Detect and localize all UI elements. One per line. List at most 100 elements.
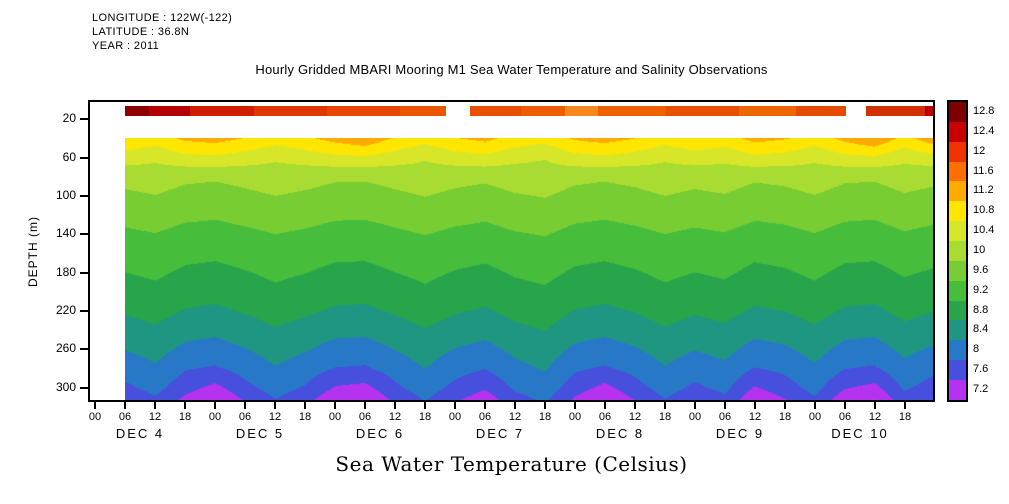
x-axis-tick-label: 06	[598, 411, 612, 423]
y-axis-tick-label: 20	[62, 111, 76, 126]
x-axis-tick	[454, 402, 456, 409]
x-axis-tick-label: 00	[808, 411, 822, 423]
surface-temperature-strip	[125, 106, 933, 116]
x-axis-day-label: DEC 4	[115, 426, 165, 441]
x-axis-day-label: DEC 8	[595, 426, 645, 441]
surface-strip-segment	[469, 106, 521, 116]
x-axis-tick	[664, 402, 666, 409]
x-axis-tick	[244, 402, 246, 409]
x-axis-tick	[364, 402, 366, 409]
colorbar-segment	[949, 300, 966, 321]
x-axis-tick-label: 00	[208, 411, 222, 423]
colorbar-tick-label: 10.8	[973, 204, 995, 217]
y-axis-tick	[80, 348, 88, 351]
surface-strip-segment	[565, 106, 598, 116]
longitude-label: LONGITUDE : 122W(-122)	[92, 12, 233, 24]
colorbar-segment	[949, 121, 966, 142]
surface-strip-segment	[445, 106, 470, 116]
y-axis-tick	[80, 309, 88, 312]
x-axis-tick-label: 00	[448, 411, 462, 423]
colorbar-segment	[949, 320, 966, 341]
y-axis-tick	[80, 233, 88, 236]
colorbar-segment	[949, 181, 966, 202]
x-axis-tick	[394, 402, 396, 409]
colorbar-segment	[949, 380, 966, 400]
x-axis-tick-label: 18	[178, 411, 192, 423]
x-axis-tick	[574, 402, 576, 409]
colorbar-tick-label: 12.4	[973, 124, 995, 137]
colorbar-segment	[949, 141, 966, 162]
x-axis-tick	[904, 402, 906, 409]
y-axis-title-text: DEPTH (m)	[26, 215, 40, 287]
colorbar-segment	[949, 201, 966, 222]
y-axis-tick-label: 300	[55, 379, 76, 394]
surface-strip-segment	[845, 106, 866, 116]
surface-strip-segment	[597, 106, 667, 116]
y-axis-tick-label: 140	[55, 226, 76, 241]
x-axis-tick-label: 12	[748, 411, 762, 423]
colorbar-tick-label: 9.2	[973, 283, 989, 296]
x-axis-tick	[484, 402, 486, 409]
surface-strip-segment	[125, 106, 150, 116]
colorbar-tick-label: 11.6	[973, 164, 994, 177]
x-axis-tick-label: 18	[658, 411, 672, 423]
x-axis-tick	[274, 402, 276, 409]
colorbar-segment	[949, 260, 966, 281]
x-axis-tick	[814, 402, 816, 409]
colorbar-segment	[949, 340, 966, 361]
surface-strip-segment	[520, 106, 566, 116]
surface-strip-segment	[399, 106, 446, 116]
y-axis-tick-label: 100	[55, 187, 76, 202]
x-axis-tick	[184, 402, 186, 409]
colorbar-tick-label: 9.6	[973, 263, 989, 276]
x-axis-tick	[94, 402, 96, 409]
x-axis-tick	[724, 402, 726, 409]
colorbar-segment	[949, 360, 966, 381]
x-axis-tick-label: 18	[538, 411, 552, 423]
colorbar-tick-label: 7.2	[973, 383, 989, 396]
y-axis-tick-label: 60	[62, 149, 76, 164]
x-axis-tick	[844, 402, 846, 409]
x-axis-tick-label: 06	[238, 411, 252, 423]
y-axis-tick	[80, 386, 88, 389]
plot-title: Hourly Gridded MBARI Mooring M1 Sea Wate…	[255, 62, 768, 77]
y-axis-tick	[80, 194, 88, 197]
x-axis-tick	[754, 402, 756, 409]
x-axis-tick-label: 06	[118, 411, 132, 423]
colorbar-tick-label: 8.8	[973, 303, 989, 316]
x-axis-tick	[424, 402, 426, 409]
x-axis-tick	[304, 402, 306, 409]
x-axis-tick-label: 12	[268, 411, 282, 423]
x-axis-day-label: DEC 9	[715, 426, 765, 441]
colorbar-segment	[949, 102, 966, 122]
x-axis-day-label: DEC 10	[831, 426, 889, 441]
x-axis-tick-label: 12	[508, 411, 522, 423]
colorbar-tick-label: 11.2	[973, 184, 994, 197]
colorbar-tick-label: 7.6	[973, 363, 989, 376]
x-axis-tick	[124, 402, 126, 409]
x-axis-tick-label: 18	[898, 411, 912, 423]
surface-strip-segment	[254, 106, 327, 116]
y-axis-tick-label: 220	[55, 302, 76, 317]
x-axis-tick-label: 06	[718, 411, 732, 423]
surface-strip-segment	[149, 106, 190, 116]
x-axis-tick	[154, 402, 156, 409]
x-axis-day-label: DEC 6	[355, 426, 405, 441]
colorbar	[947, 100, 968, 402]
surface-strip-segment	[666, 106, 739, 116]
x-axis-tick-label: 00	[688, 411, 702, 423]
x-axis-tick-label: 00	[568, 411, 582, 423]
y-axis-tick-label: 260	[55, 341, 76, 356]
x-axis-tick-label: 06	[838, 411, 852, 423]
x-axis-tick-label: 18	[298, 411, 312, 423]
x-axis-tick-label: 00	[88, 411, 102, 423]
surface-strip-segment	[189, 106, 255, 116]
x-axis-tick-label: 12	[388, 411, 402, 423]
colorbar-segment	[949, 241, 966, 261]
x-axis-tick	[874, 402, 876, 409]
y-axis-tick	[80, 271, 88, 274]
colorbar-tick-label: 12.8	[973, 104, 995, 117]
x-axis-tick	[544, 402, 546, 409]
colorbar-segment	[949, 280, 966, 301]
